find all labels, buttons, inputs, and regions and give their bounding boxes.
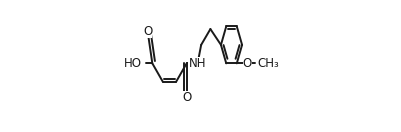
Text: O: O — [243, 57, 252, 70]
Text: NH: NH — [188, 57, 206, 70]
Text: CH₃: CH₃ — [257, 57, 279, 70]
Text: HO: HO — [124, 57, 142, 70]
Text: O: O — [143, 25, 152, 38]
Text: O: O — [182, 91, 191, 104]
